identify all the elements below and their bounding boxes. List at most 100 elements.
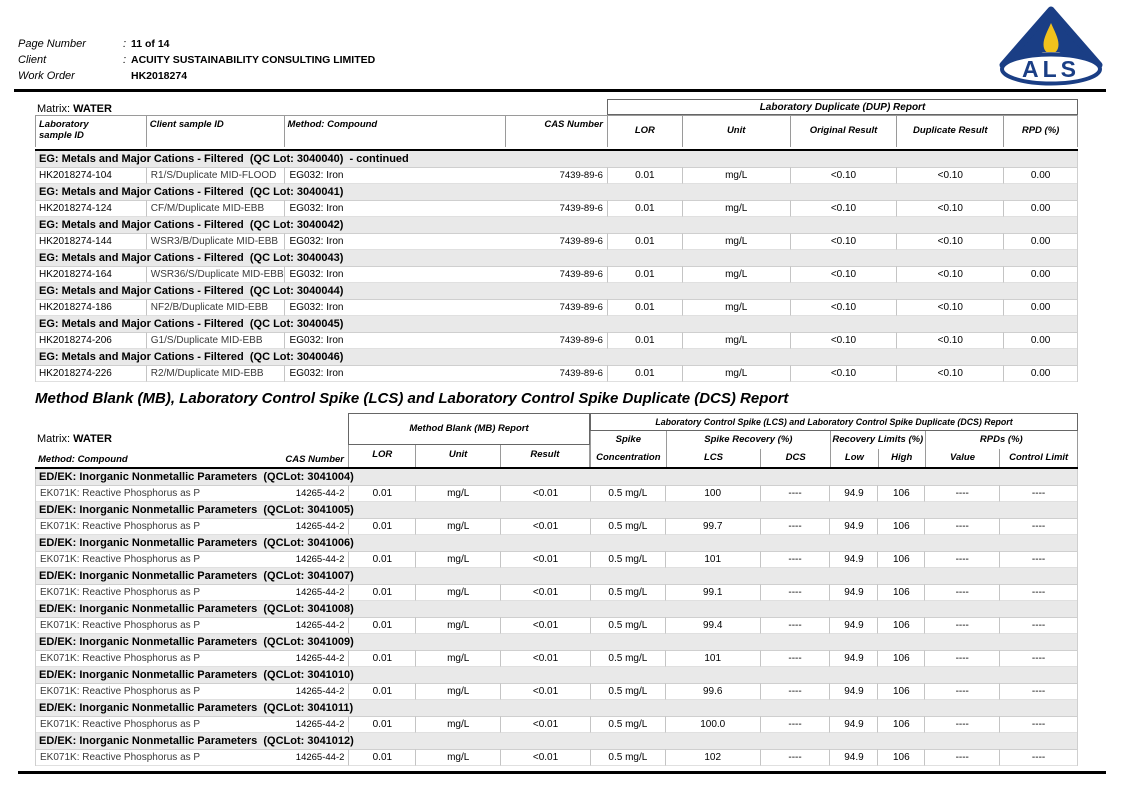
qc-lot-group-header: ED/EK: Inorganic Nonmetallic Parameters … [35, 634, 1078, 650]
col-dcs: DCS [760, 449, 830, 467]
qc-lot-group-header: ED/EK: Inorganic Nonmetallic Parameters … [35, 601, 1078, 617]
lcs-mid-headers: Spike Spike Recovery (%) Recovery Limits… [590, 431, 1078, 449]
lcs-cell: 100 [664, 485, 760, 502]
col-cas-number: CAS Number [505, 116, 607, 147]
rpd-cell: 0.00 [1003, 299, 1078, 316]
lcs-report-header-block: Laboratory Control Spike (LCS) and Labor… [590, 413, 1078, 467]
dcs-cell: ---- [759, 485, 830, 502]
mb-subcolumns: LOR Unit Result [348, 445, 590, 467]
dcs-cell: ---- [759, 650, 830, 667]
unit-cell: mg/L [415, 716, 501, 733]
high-limit-cell: 106 [877, 584, 925, 601]
work-order-row: Work Order HK2018274 [18, 70, 375, 86]
cas-number-cell: 7439-89-6 [505, 365, 607, 382]
compound-cell: EG032: Iron [283, 200, 506, 217]
dup-report-span-header: Laboratory Duplicate (DUP) Report [607, 99, 1078, 115]
low-limit-cell: 94.9 [829, 617, 878, 634]
cas-number-cell: 7439-89-6 [505, 332, 607, 349]
unit-cell: mg/L [681, 332, 790, 349]
col-cas-number: CAS Number [285, 454, 344, 465]
cas-number-cell: 7439-89-6 [505, 167, 607, 184]
result-cell: <0.01 [500, 617, 590, 634]
table-row: EK071K: Reactive Phosphorus as P 14265-4… [35, 584, 1078, 601]
qc-lot-group-header: EG: Metals and Major Cations - Filtered … [35, 316, 1078, 332]
col-rpds-group: RPDs (%) [924, 431, 1077, 449]
qc-lot-group-header: ED/EK: Inorganic Nonmetallic Parameters … [35, 535, 1078, 551]
duplicate-result-cell: <0.10 [896, 200, 1004, 217]
original-result-cell: <0.10 [789, 365, 897, 382]
mb-lcs-table: Matrix: WATER Method: Compound CAS Numbe… [35, 413, 1078, 766]
logo-text: ALS [1022, 56, 1080, 82]
cas-number-cell: 14265-44-2 [260, 716, 349, 733]
dcs-cell: ---- [759, 584, 830, 601]
client-sample-id-cell: WSR3/B/Duplicate MID-EBB [145, 233, 284, 250]
unit-cell: mg/L [415, 650, 501, 667]
qc-lot-group-header: EG: Metals and Major Cations - Filtered … [35, 151, 1078, 167]
lor-cell: 0.01 [606, 266, 682, 283]
table-row: EK071K: Reactive Phosphorus as P 14265-4… [35, 485, 1078, 502]
table-row: HK2018274-226 R2/M/Duplicate MID-EBB EG0… [35, 365, 1078, 382]
rpd-cell: 0.00 [1003, 365, 1078, 382]
cas-number-cell: 14265-44-2 [260, 551, 349, 568]
rpd-value-cell: ---- [924, 584, 1000, 601]
rpd-control-limit-cell: ---- [999, 617, 1077, 634]
rpd-value-cell: ---- [924, 518, 1000, 535]
client-value: ACUITY SUSTAINABILITY CONSULTING LIMITED [131, 54, 376, 66]
lor-cell: 0.01 [606, 299, 682, 316]
high-limit-cell: 106 [877, 716, 925, 733]
original-result-cell: <0.10 [789, 200, 897, 217]
lcs-bottom-headers: Concentration LCS DCS Low High Value Con… [590, 449, 1078, 467]
result-cell: <0.01 [500, 584, 590, 601]
duplicate-result-cell: <0.10 [896, 266, 1004, 283]
col-low: Low [830, 449, 878, 467]
cas-number-cell: 14265-44-2 [260, 485, 349, 502]
original-result-cell: <0.10 [789, 167, 897, 184]
mb-table-body: ED/EK: Inorganic Nonmetallic Parameters … [35, 469, 1078, 766]
lcs-report-span-header: Laboratory Control Spike (LCS) and Labor… [590, 413, 1078, 431]
lab-sample-id-cell: HK2018274-206 [36, 332, 146, 349]
high-limit-cell: 106 [877, 749, 925, 766]
lcs-cell: 102 [664, 749, 760, 766]
lab-sample-id-cell: HK2018274-226 [36, 365, 146, 382]
unit-cell: mg/L [681, 365, 790, 382]
table-row: EK071K: Reactive Phosphorus as P 14265-4… [35, 683, 1078, 700]
table-row: EK071K: Reactive Phosphorus as P 14265-4… [35, 749, 1078, 766]
low-limit-cell: 94.9 [829, 584, 878, 601]
col-lcs: LCS [665, 449, 761, 467]
unit-cell: mg/L [681, 200, 790, 217]
cas-number-cell: 14265-44-2 [260, 584, 349, 601]
mb-report-span-header: Method Blank (MB) Report [348, 413, 590, 445]
rpd-cell: 0.00 [1003, 200, 1078, 217]
high-limit-cell: 106 [877, 650, 925, 667]
rpd-cell: 0.00 [1003, 266, 1078, 283]
table-row: HK2018274-104 R1/S/Duplicate MID-FLOOD E… [35, 167, 1078, 184]
high-limit-cell: 106 [877, 551, 925, 568]
cas-number-cell: 14265-44-2 [260, 518, 349, 535]
spike-concentration-cell: 0.5 mg/L [589, 485, 665, 502]
col-recovery-limits-group: Recovery Limits (%) [830, 431, 925, 449]
compound-cell: EG032: Iron [283, 266, 506, 283]
page-footer-rule [18, 771, 1106, 774]
lcs-cell: 99.4 [664, 617, 760, 634]
rpd-value-cell: ---- [924, 485, 1000, 502]
compound-cell: EK071K: Reactive Phosphorus as P [36, 650, 261, 667]
logo-ellipse [1000, 52, 1102, 86]
dup-report-table: Matrix: WATER Laboratory Duplicate (DUP)… [35, 99, 1078, 382]
rpd-cell: 0.00 [1003, 332, 1078, 349]
page-header: Page Number : 11 of 14 Client : ACUITY S… [18, 38, 375, 86]
rpd-value-cell: ---- [924, 617, 1000, 634]
compound-cell: EK071K: Reactive Phosphorus as P [36, 485, 261, 502]
col-lor: LOR [606, 116, 682, 147]
cas-number-cell: 7439-89-6 [505, 266, 607, 283]
table-row: EK071K: Reactive Phosphorus as P 14265-4… [35, 551, 1078, 568]
cas-number-cell: 7439-89-6 [505, 299, 607, 316]
lor-cell: 0.01 [348, 584, 416, 601]
col-laboratory-sample-id: Laboratory sample ID [39, 119, 89, 141]
page-number-row: Page Number : 11 of 14 [18, 38, 375, 54]
cas-number-cell: 7439-89-6 [505, 200, 607, 217]
client-sample-id-cell: R1/S/Duplicate MID-FLOOD [145, 167, 284, 184]
col-high: High [877, 449, 925, 467]
col-value: Value [924, 449, 1000, 467]
rpd-value-cell: ---- [924, 683, 1000, 700]
unit-cell: mg/L [415, 617, 501, 634]
